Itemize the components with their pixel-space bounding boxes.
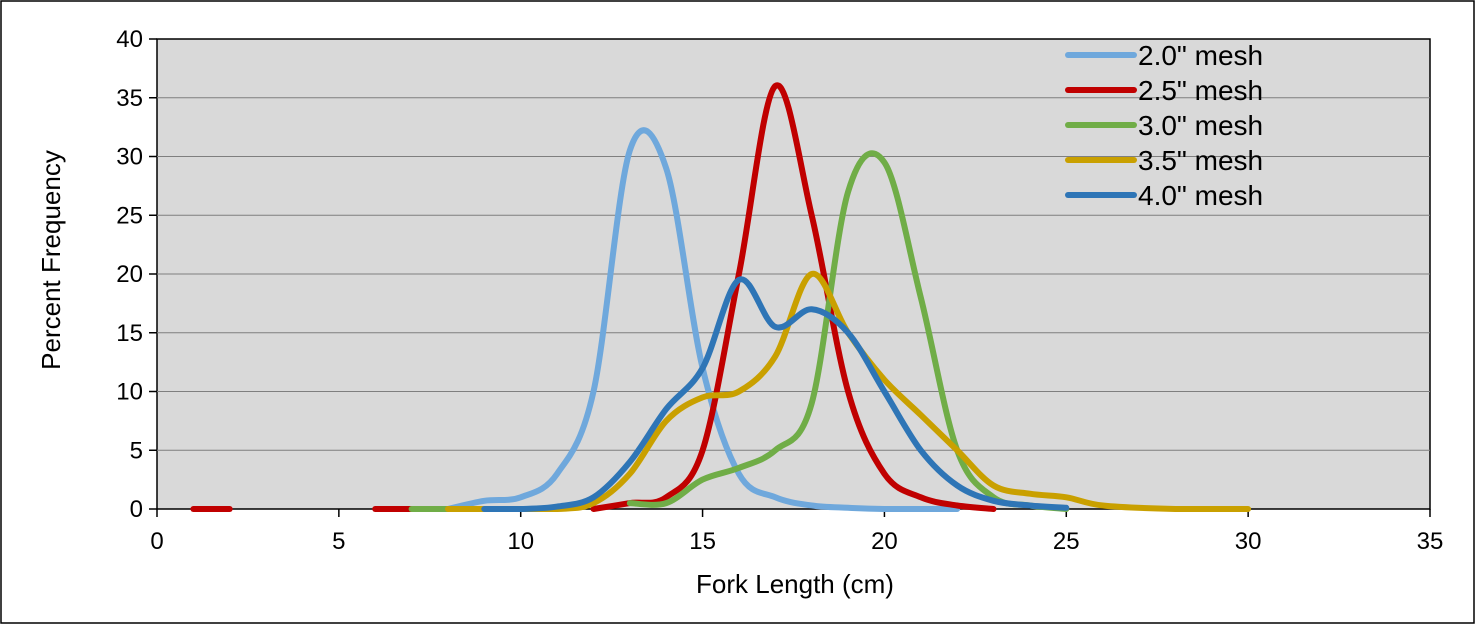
y-tick-label: 15 [116, 320, 143, 347]
x-tick-label: 15 [689, 528, 716, 555]
y-tick-label: 35 [116, 85, 143, 112]
series-line-4-0-mesh-mesh [481, 276, 1070, 512]
y-tick-label: 25 [116, 202, 143, 229]
series-line-3-5-mesh-mesh [445, 271, 1252, 513]
legend-label-3-5-mesh: 3.5" mesh [1138, 145, 1263, 176]
series-line-2-5-mesh-mesh [590, 82, 997, 512]
legend-label-4-0-mesh: 4.0" mesh [1138, 180, 1263, 211]
x-tick-label: 25 [1053, 528, 1080, 555]
x-axis-ticks: 0 5 10 15 20 25 30 35 [150, 509, 1443, 555]
y-tick-label: 20 [116, 261, 143, 288]
legend-label-3-0-mesh: 3.0" mesh [1138, 110, 1263, 141]
x-tick-label: 35 [1417, 528, 1444, 555]
legend: 2.0" mesh 2.5" mesh 3.0" mesh 3.5" mesh 4.0"… [1065, 40, 1263, 211]
x-tick-label: 5 [332, 528, 345, 555]
series-line-3-0-mesh-mesh [626, 150, 1070, 512]
x-tick-label: 20 [871, 528, 898, 555]
y-tick-label: 5 [130, 437, 143, 464]
legend-label-2-5-mesh: 2.5" mesh [1138, 75, 1263, 106]
x-tick-label: 30 [1235, 528, 1262, 555]
y-tick-label: 30 [116, 144, 143, 171]
series-line-2-0-mesh-mesh [445, 127, 961, 513]
x-tick-label: 10 [507, 528, 534, 555]
y-axis-title: Percent Frequency [36, 150, 66, 370]
gridlines [157, 97, 1430, 451]
y-tick-label: 0 [130, 496, 143, 523]
y-axis-ticks: 0 5 10 15 20 25 30 35 40 [116, 26, 157, 523]
x-axis-title: Fork Length (cm) [696, 569, 894, 599]
legend-label-2-0-mesh: 2.0" mesh [1138, 40, 1263, 71]
x-tick-label: 0 [150, 528, 163, 555]
series-lines [190, 82, 1252, 513]
y-tick-label: 40 [116, 26, 143, 53]
y-tick-label: 10 [116, 379, 143, 406]
